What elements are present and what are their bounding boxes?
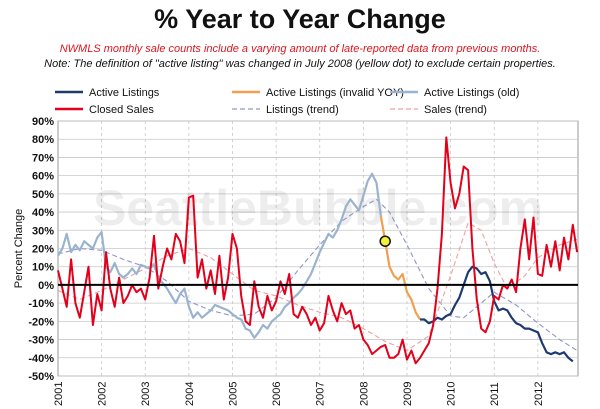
series-line-active-listings-old <box>57 172 382 339</box>
x-tick-label: 2012 <box>533 382 545 406</box>
definition-change-dot <box>379 235 391 247</box>
y-tick-label: 80% <box>32 134 54 146</box>
x-tick-label: 2007 <box>315 382 327 406</box>
series-line-closed-sales <box>57 136 579 365</box>
y-tick-label: -20% <box>28 316 54 328</box>
series-line-active-listings-invalid-yoy <box>379 215 422 321</box>
x-tick-label: 2002 <box>97 382 109 406</box>
legend-label: Closed Sales <box>89 104 154 116</box>
x-tick-label: 2003 <box>140 382 152 406</box>
y-tick-label: 30% <box>32 225 54 237</box>
chart-title: % Year to Year Change <box>154 4 446 34</box>
y-tick-label: -50% <box>28 371 54 383</box>
legend-label: Active Listings (old) <box>424 87 519 99</box>
y-tick-label: 10% <box>32 262 54 274</box>
x-tick-label: 2005 <box>227 382 239 406</box>
legend-label: Active Listings (invalid YOY) <box>266 87 404 99</box>
x-tick-label: 2008 <box>358 382 370 406</box>
x-tick-label: 2009 <box>402 382 414 406</box>
y-tick-label: 50% <box>32 189 54 201</box>
x-tick-label: 2006 <box>271 382 283 406</box>
y-axis-label: Percent Change <box>13 209 25 289</box>
series-line-active-listings <box>420 265 574 363</box>
y-tick-label: -10% <box>28 298 54 310</box>
x-tick-label: 2001 <box>53 382 65 406</box>
legend-label: Sales (trend) <box>424 104 487 116</box>
chart-note-late-reported: NWMLS monthly sale counts include a vary… <box>59 43 541 55</box>
series-line-listings-trend <box>57 198 578 351</box>
y-tick-label: 60% <box>32 171 54 183</box>
y-tick-label: 0% <box>38 280 54 292</box>
y-tick-label: 90% <box>32 116 54 128</box>
legend-label: Active Listings <box>89 87 160 99</box>
legend-label: Listings (trend) <box>266 104 339 116</box>
y-tick-label: 40% <box>32 207 54 219</box>
y-tick-label: 20% <box>32 244 54 256</box>
y-tick-label: 70% <box>32 152 54 164</box>
y-tick-label: -40% <box>28 353 54 365</box>
chart-note-definition-change: Note: The definition of "active listing"… <box>44 58 556 70</box>
y-tick-label: -30% <box>28 335 54 347</box>
x-tick-label: 2010 <box>446 382 458 406</box>
watermark-text: SeattleBubble.com <box>93 180 543 236</box>
x-tick-label: 2011 <box>489 382 501 406</box>
series-line-sales-trend <box>57 222 578 352</box>
x-tick-label: 2004 <box>184 382 196 406</box>
